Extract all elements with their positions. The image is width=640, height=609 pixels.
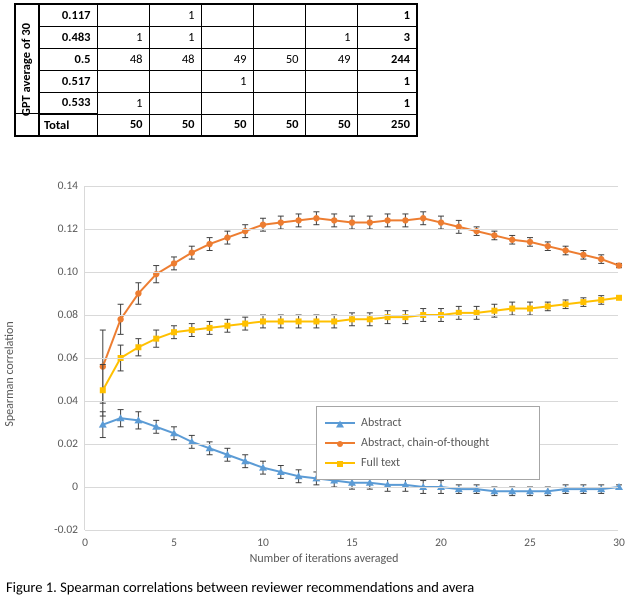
square-marker-icon <box>337 461 343 467</box>
row-header: 0.517 <box>39 70 97 92</box>
row-header: 0.117 <box>39 4 97 26</box>
table-cell <box>253 92 305 114</box>
table-cell: 1 <box>97 26 149 48</box>
table-cell <box>253 4 305 26</box>
table-cell: 50 <box>253 48 305 70</box>
y-axis-title: Spearman correlation <box>3 321 17 426</box>
table-cell <box>253 70 305 92</box>
total-cell: 50 <box>149 114 201 136</box>
table-cell <box>201 4 253 26</box>
legend-label: Full text <box>361 456 400 470</box>
table-cell: 48 <box>97 48 149 70</box>
data-table: 0.117 1 1 0.483 1 1 1 3 0.5 48 48 49 50 … <box>38 3 418 137</box>
row-header: 0.533 <box>39 92 97 114</box>
table-cell <box>201 92 253 114</box>
legend-label: Abstract <box>361 416 402 430</box>
table-cell <box>253 26 305 48</box>
table-cell: 49 <box>201 48 253 70</box>
x-axis-title: Number of iterations averaged <box>250 552 399 566</box>
table-cell-total: 1 <box>357 92 417 114</box>
table-cell <box>149 92 201 114</box>
table-cell-total: 1 <box>357 70 417 92</box>
chart-area: 051015202530 Spearman correlation Number… <box>22 178 626 570</box>
table-cell-total: 244 <box>357 48 417 70</box>
legend-swatch <box>325 462 355 464</box>
triangle-marker-icon <box>336 421 344 428</box>
table-corner <box>14 113 38 137</box>
total-cell: 50 <box>97 114 149 136</box>
table-cell <box>97 70 149 92</box>
table-cell <box>201 26 253 48</box>
table-cell: 1 <box>97 92 149 114</box>
table-vlabel-text: GPT average of 30 <box>20 23 33 116</box>
data-table-wrap: GPT average of 30 0.117 1 1 0.483 1 1 1 … <box>14 3 640 137</box>
legend-swatch <box>325 442 355 444</box>
table-cell <box>305 4 357 26</box>
total-cell: 50 <box>305 114 357 136</box>
legend-item-abstract-cot: Abstract, chain-of-thought <box>325 433 531 453</box>
legend-swatch <box>325 422 355 424</box>
chart-legend: Abstract Abstract, chain-of-thought Full… <box>316 406 540 480</box>
legend-label: Abstract, chain-of-thought <box>361 436 489 450</box>
circle-marker-icon <box>337 441 343 447</box>
table-cell: 49 <box>305 48 357 70</box>
figure-caption: Figure 1. Spearman correlations between … <box>6 578 640 596</box>
total-label: Total <box>39 114 97 136</box>
table-cell-total: 1 <box>357 4 417 26</box>
total-cell: 50 <box>253 114 305 136</box>
table-cell <box>305 92 357 114</box>
legend-item-full-text: Full text <box>325 453 531 473</box>
table-cell: 48 <box>149 48 201 70</box>
table-cell <box>97 4 149 26</box>
table-cell: 1 <box>149 4 201 26</box>
table-cell <box>305 70 357 92</box>
row-header: 0.483 <box>39 26 97 48</box>
total-cell: 50 <box>201 114 253 136</box>
row-header: 0.5 <box>39 48 97 70</box>
legend-item-abstract: Abstract <box>325 413 531 433</box>
table-cell: 1 <box>149 26 201 48</box>
table-cell-total: 3 <box>357 26 417 48</box>
total-cell: 250 <box>357 114 417 136</box>
table-cell: 1 <box>201 70 253 92</box>
table-cell <box>149 70 201 92</box>
table-cell: 1 <box>305 26 357 48</box>
